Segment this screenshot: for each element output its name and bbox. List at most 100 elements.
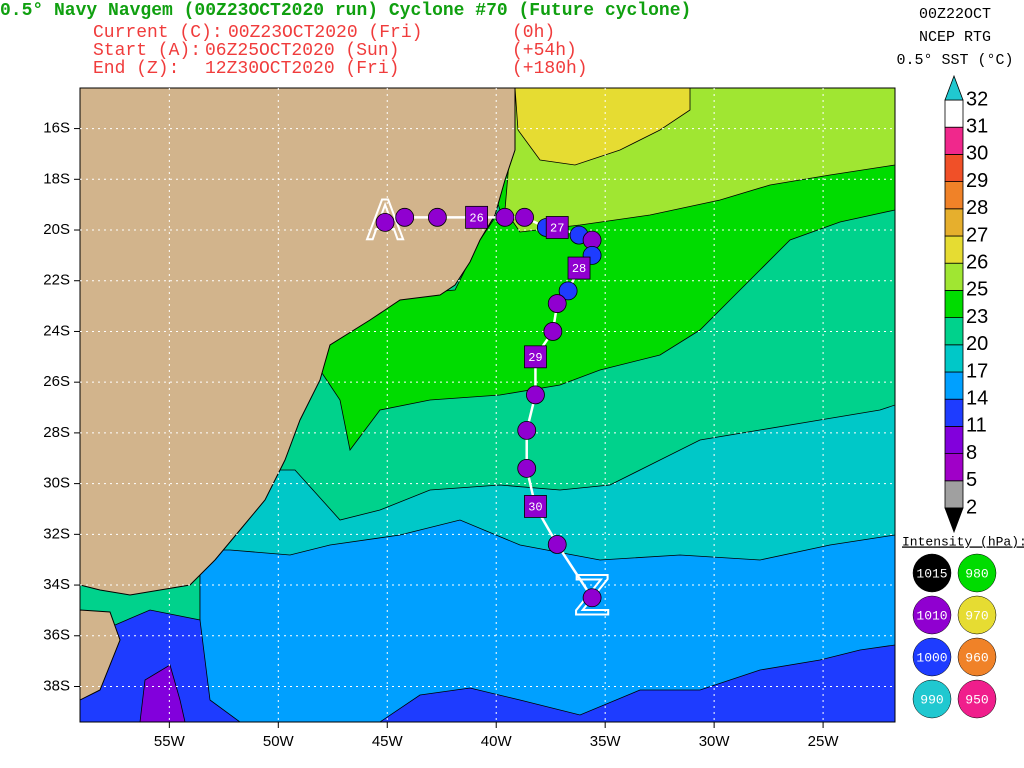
intensity-label: 1000 bbox=[916, 650, 947, 665]
day-label: 26 bbox=[469, 212, 483, 226]
day-label: 28 bbox=[572, 262, 586, 276]
track-point bbox=[515, 207, 534, 227]
lat-tick-label: 38S bbox=[43, 677, 70, 694]
lat-tick-label: 30S bbox=[43, 475, 70, 492]
colorbar-segment bbox=[944, 453, 964, 482]
lat-tick-label: 24S bbox=[43, 322, 70, 339]
day-label: 29 bbox=[528, 351, 542, 365]
colorbar-segment bbox=[944, 371, 964, 400]
track-point bbox=[547, 535, 567, 554]
sst-legend-line: 0.5° SST (°C) bbox=[896, 52, 1013, 69]
sst-region bbox=[379, 644, 895, 722]
intensity-swatch bbox=[912, 637, 952, 677]
intensity-swatch bbox=[957, 679, 997, 719]
colorbar-segment bbox=[944, 398, 964, 427]
intensity-label: 1015 bbox=[916, 566, 947, 581]
lon-tick-label: 55W bbox=[154, 733, 186, 750]
colorbar-segment bbox=[944, 235, 964, 264]
intensity-label: 970 bbox=[965, 608, 988, 623]
lat-tick-label: 16S bbox=[43, 120, 70, 137]
lon-tick-label: 35W bbox=[590, 733, 622, 750]
day-box bbox=[524, 345, 547, 369]
sst-region bbox=[139, 664, 186, 722]
lat-tick-label: 22S bbox=[43, 272, 70, 289]
lat-tick-label: 20S bbox=[43, 221, 70, 238]
track-point bbox=[495, 207, 515, 227]
lat-tick-label: 32S bbox=[43, 525, 70, 542]
colorbar-under bbox=[944, 507, 964, 534]
intensity-swatch bbox=[912, 679, 952, 719]
intensity-swatch bbox=[957, 595, 997, 635]
colorbar-label: 23 bbox=[966, 306, 988, 328]
lon-tick-label: 45W bbox=[372, 733, 404, 750]
intensity-label: 980 bbox=[965, 566, 988, 581]
track-point bbox=[517, 420, 537, 440]
intensity-label: 990 bbox=[920, 692, 943, 707]
colorbar-segment bbox=[944, 181, 964, 210]
intensity-swatch bbox=[912, 553, 952, 593]
row-label: End (Z): bbox=[93, 59, 179, 79]
row-offset: (+180h) bbox=[512, 59, 588, 79]
colorbar-label: 27 bbox=[966, 224, 988, 246]
colorbar-segment bbox=[944, 425, 964, 454]
colorbar-label: 14 bbox=[966, 387, 988, 409]
lon-tick-label: 30W bbox=[699, 733, 731, 750]
track-point bbox=[547, 294, 567, 313]
colorbar-segment bbox=[944, 344, 964, 373]
row-time: 06Z25OCT2020 (Sun) bbox=[205, 41, 399, 61]
colorbar-label: 28 bbox=[966, 197, 988, 219]
colorbar-label: 2 bbox=[966, 496, 977, 518]
lat-tick-label: 26S bbox=[43, 373, 70, 390]
colorbar-label: 17 bbox=[966, 360, 988, 382]
colorbar-label: 32 bbox=[966, 88, 988, 110]
land bbox=[80, 609, 121, 701]
intensity-label: 950 bbox=[965, 692, 988, 707]
colorbar-over bbox=[944, 74, 964, 101]
colorbar-segment bbox=[944, 289, 964, 318]
day-box bbox=[567, 256, 591, 280]
track-point bbox=[375, 213, 395, 232]
intensity-label: 1010 bbox=[916, 608, 947, 623]
row-time: 00Z23OCT2020 (Fri) bbox=[228, 23, 422, 43]
lon-tick-label: 25W bbox=[808, 733, 840, 750]
colorbar-label: 26 bbox=[966, 251, 988, 273]
day-box bbox=[524, 495, 547, 518]
intensity-swatch bbox=[957, 553, 997, 593]
track-point bbox=[543, 322, 563, 341]
map-fill bbox=[80, 88, 895, 722]
intensity-title: Intensity (hPa): bbox=[902, 534, 1024, 549]
colorbar-segment bbox=[944, 208, 964, 237]
intensity-label: 960 bbox=[965, 650, 988, 665]
intensity-swatch bbox=[912, 595, 952, 635]
track-point bbox=[526, 385, 545, 405]
sst-region bbox=[199, 519, 895, 722]
lat-tick-label: 18S bbox=[43, 170, 70, 187]
colorbar-segment bbox=[944, 480, 964, 509]
lat-tick-label: 36S bbox=[43, 627, 70, 644]
row-label: Current (C): bbox=[93, 23, 223, 43]
sst-region bbox=[514, 88, 691, 166]
colorbar-label: 5 bbox=[966, 469, 977, 491]
track-point bbox=[427, 207, 447, 227]
colorbar-label: 30 bbox=[966, 143, 988, 165]
colorbar-segment bbox=[944, 153, 964, 182]
colorbar-label: 20 bbox=[966, 333, 988, 355]
colorbar-segment bbox=[944, 262, 964, 291]
title: 0.5° Navy Navgem (00Z23OCT2020 run) Cycl… bbox=[0, 1, 691, 21]
colorbar-label: 25 bbox=[966, 279, 988, 301]
sst-legend-line: NCEP RTG bbox=[919, 29, 991, 46]
lat-tick-label: 34S bbox=[43, 576, 70, 593]
track-point bbox=[517, 458, 537, 478]
row-label: Start (A): bbox=[93, 41, 201, 61]
day-label: 27 bbox=[550, 222, 564, 236]
colorbar-label: 11 bbox=[966, 415, 987, 437]
map-frame bbox=[79, 87, 896, 723]
row-offset: (0h) bbox=[512, 23, 555, 43]
day-label: 30 bbox=[528, 501, 542, 515]
day-box bbox=[465, 205, 489, 229]
track-point bbox=[395, 207, 415, 227]
track-point bbox=[582, 588, 602, 608]
lon-tick-label: 50W bbox=[263, 733, 295, 750]
